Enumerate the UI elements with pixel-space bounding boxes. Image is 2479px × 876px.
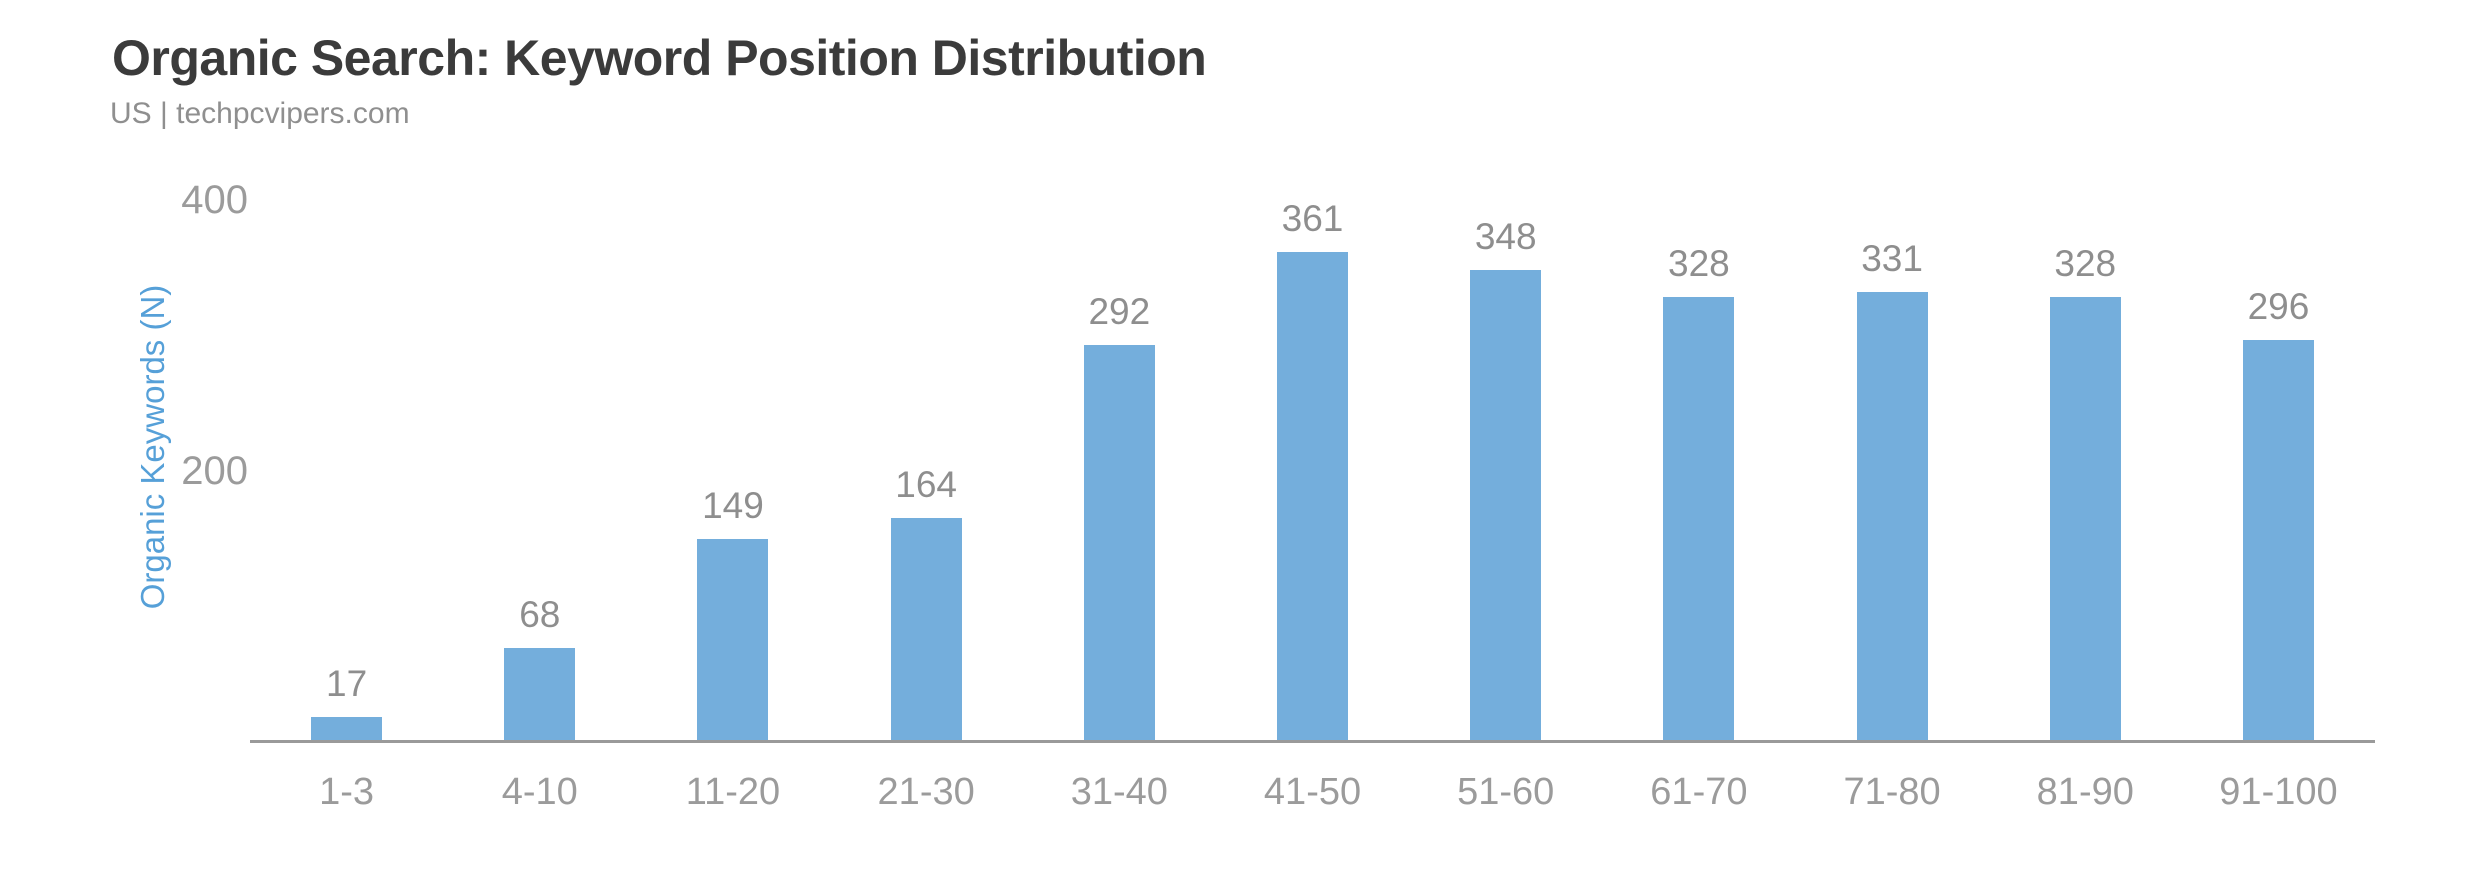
bar-group: 328 bbox=[1989, 140, 2182, 740]
bar[interactable] bbox=[697, 539, 769, 740]
x-axis-label: 31-40 bbox=[1070, 771, 1168, 813]
bar[interactable] bbox=[504, 648, 576, 740]
y-axis-tick-200: 200 bbox=[181, 449, 248, 493]
bar[interactable] bbox=[1083, 345, 1155, 740]
bar-group: 68 bbox=[443, 140, 636, 740]
bar[interactable] bbox=[2049, 297, 2121, 740]
bar-value-label: 296 bbox=[2247, 286, 2310, 327]
x-axis-label: 11-20 bbox=[685, 771, 781, 813]
bar-value-label: 328 bbox=[2054, 243, 2117, 284]
x-axis-label: 71-80 bbox=[1843, 771, 1941, 813]
plot-area: 17 68 149 164 292 361 348 328 331 328 296 bbox=[250, 140, 2375, 740]
bar-value-label: 292 bbox=[1088, 291, 1151, 332]
bar[interactable] bbox=[311, 717, 383, 740]
x-axis-labels: 1-3 4-10 11-20 21-30 31-40 41-50 51-60 61-70 71-… bbox=[250, 770, 2375, 814]
bar-group: 164 bbox=[830, 140, 1023, 740]
bar-value-label: 68 bbox=[519, 594, 561, 635]
x-axis-label: 51-60 bbox=[1457, 771, 1555, 813]
bar-group: 296 bbox=[2182, 140, 2375, 740]
bar-value-label: 17 bbox=[326, 663, 368, 704]
x-axis-label: 21-30 bbox=[877, 771, 975, 813]
bar[interactable] bbox=[1856, 292, 1928, 740]
bar-value-label: 348 bbox=[1474, 216, 1537, 257]
x-axis-line bbox=[250, 740, 2375, 743]
bar-group: 331 bbox=[1796, 140, 1989, 740]
x-axis-label: 91-100 bbox=[2219, 771, 2338, 813]
bar-value-label: 361 bbox=[1281, 198, 1344, 239]
bar[interactable] bbox=[1277, 252, 1349, 740]
bar[interactable] bbox=[1470, 270, 1542, 740]
x-axis-label: 41-50 bbox=[1263, 771, 1362, 813]
x-axis-label: 81-90 bbox=[2036, 771, 2134, 813]
x-axis-label: 4-10 bbox=[501, 771, 578, 813]
bar-group: 348 bbox=[1409, 140, 1602, 740]
bar-value-label: 149 bbox=[702, 485, 764, 526]
bar-group: 17 bbox=[250, 140, 443, 740]
x-axis-label: 1-3 bbox=[319, 771, 375, 813]
bar[interactable] bbox=[1663, 297, 1735, 740]
chart-title: Organic Search: Keyword Position Distrib… bbox=[112, 30, 1207, 86]
bar-value-label: 328 bbox=[1668, 243, 1730, 284]
bar-value-label: 164 bbox=[895, 464, 958, 505]
bar[interactable] bbox=[2242, 340, 2314, 740]
y-axis-tick-400: 400 bbox=[181, 178, 248, 222]
bar-group: 149 bbox=[636, 140, 829, 740]
bar-value-label: 331 bbox=[1861, 238, 1923, 279]
bar-group: 328 bbox=[1602, 140, 1795, 740]
x-axis-label: 61-70 bbox=[1650, 771, 1748, 813]
bar[interactable] bbox=[890, 518, 962, 740]
bar-group: 292 bbox=[1023, 140, 1216, 740]
bar-group: 361 bbox=[1216, 140, 1409, 740]
chart-subtitle: US | techpcvipers.com bbox=[110, 97, 410, 130]
